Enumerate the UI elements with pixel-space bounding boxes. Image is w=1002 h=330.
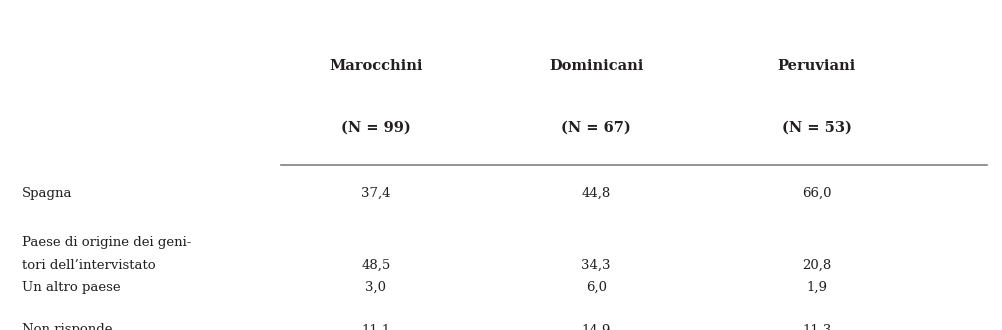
Text: 20,8: 20,8 xyxy=(802,259,832,272)
Text: 1,9: 1,9 xyxy=(807,280,827,294)
Text: 3,0: 3,0 xyxy=(366,280,386,294)
Text: Non risponde: Non risponde xyxy=(22,323,112,330)
Text: tori dell’intervistato: tori dell’intervistato xyxy=(22,259,155,272)
Text: (N = 99): (N = 99) xyxy=(341,120,411,134)
Text: Spagna: Spagna xyxy=(22,186,72,200)
Text: Peruviani: Peruviani xyxy=(778,59,856,73)
Text: 44,8: 44,8 xyxy=(581,186,611,200)
Text: Marocchini: Marocchini xyxy=(329,59,423,73)
Text: (N = 67): (N = 67) xyxy=(561,120,631,134)
Text: (N = 53): (N = 53) xyxy=(782,120,852,134)
Text: 6,0: 6,0 xyxy=(586,280,606,294)
Text: 11,3: 11,3 xyxy=(802,323,832,330)
Text: 66,0: 66,0 xyxy=(802,186,832,200)
Text: Un altro paese: Un altro paese xyxy=(22,280,120,294)
Text: 11,1: 11,1 xyxy=(361,323,391,330)
Text: Paese di origine dei geni-: Paese di origine dei geni- xyxy=(22,236,191,249)
Text: 37,4: 37,4 xyxy=(361,186,391,200)
Text: 34,3: 34,3 xyxy=(581,259,611,272)
Text: 14,9: 14,9 xyxy=(581,323,611,330)
Text: Dominicani: Dominicani xyxy=(549,59,643,73)
Text: 48,5: 48,5 xyxy=(361,259,391,272)
